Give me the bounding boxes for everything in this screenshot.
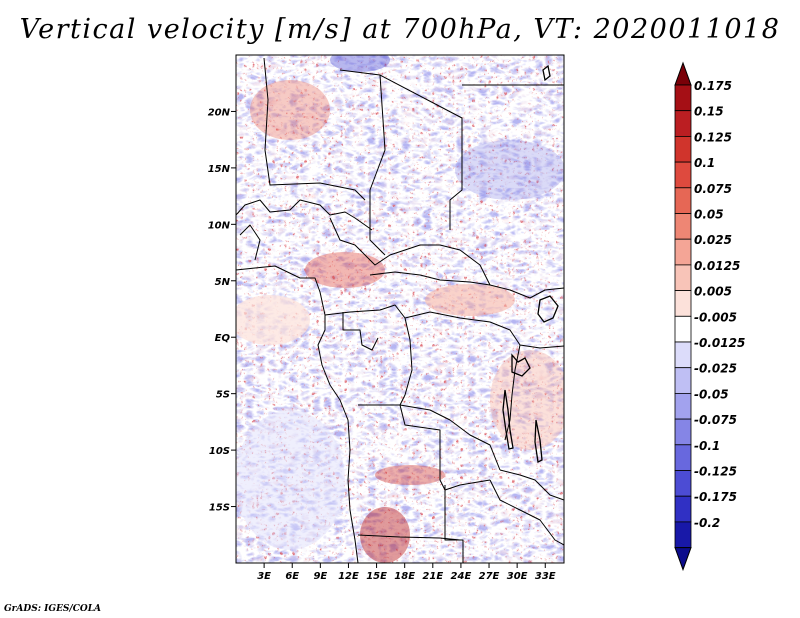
lon-tick-label: 9E [313, 571, 327, 582]
lon-tick-label: 6E [285, 571, 299, 582]
colorbar-bin [674, 84, 692, 112]
lake-victoria [537, 295, 559, 323]
border-tanzania [499, 469, 564, 501]
lat-tick-label: EQ [215, 333, 231, 344]
colorbar-bin [674, 470, 692, 497]
upward-patch [360, 507, 410, 563]
velocity-field [236, 55, 564, 563]
lon-tick-label: 15E [366, 571, 387, 582]
neutral-patch [236, 295, 310, 345]
map-title: Vertical velocity [m/s] at 700hPa, VT: 2… [19, 14, 781, 45]
colorbar-label: 0.175 [694, 79, 732, 93]
colorbar-label: 0.005 [694, 285, 732, 299]
lake-tanganyika [502, 389, 514, 450]
colorbar-label: 0.025 [694, 233, 732, 247]
colorbar-label: 0.15 [694, 105, 724, 119]
plot-frame [235, 54, 565, 564]
lat-tick-label: 5S [216, 390, 230, 401]
downward-patch [330, 55, 390, 72]
border-guinea [239, 224, 261, 261]
colorbar-bin [674, 341, 692, 369]
border-drc-south [399, 404, 501, 471]
lat-tick-label: 15S [209, 503, 230, 514]
lon-tick-label: 12E [338, 571, 359, 582]
colorbar-bottom-arrow [674, 547, 692, 572]
political-borders [236, 57, 564, 563]
colorbar-bin [674, 418, 692, 446]
coastline-west [236, 265, 359, 563]
lat-tick-label: 15N [208, 164, 231, 175]
border-namibia [357, 534, 461, 541]
colorbar-label: -0.175 [694, 490, 737, 504]
colorbar-bin [674, 213, 692, 240]
colorbar-bin [674, 110, 692, 137]
colorbar-top-arrow [674, 61, 692, 86]
upward-patch [250, 80, 330, 140]
colorbar-label: 0.075 [694, 182, 732, 196]
border-car-sudan [369, 271, 564, 299]
colorbar-bin [674, 161, 692, 189]
colorbar-label: -0.05 [694, 387, 729, 401]
colorbar-label: -0.025 [694, 362, 737, 376]
colorbar-bin [674, 135, 692, 163]
border-angola [358, 404, 491, 491]
border-sahel [263, 57, 366, 201]
lat-tick-label: 20N [208, 107, 231, 118]
colorbar-label: -0.075 [694, 413, 737, 427]
lakes [502, 64, 559, 463]
lat-tick-label: 5N [215, 277, 231, 288]
colorbar-bin [674, 264, 692, 291]
upward-patch [305, 252, 385, 288]
colorbar-label: -0.005 [694, 310, 737, 324]
colorbar-bin [674, 290, 692, 317]
colorbar-label: 0.0125 [694, 259, 740, 273]
lon-tick-label: 27E [479, 571, 500, 582]
colorbar-bin [674, 521, 692, 549]
border-rift [504, 344, 521, 441]
downward-patch [236, 410, 345, 550]
lon-tick-label: 3E [257, 571, 271, 582]
downward-patch [455, 140, 564, 200]
colorbar-bin [674, 367, 692, 394]
border-zambia [444, 485, 464, 563]
border-west-africa [236, 199, 373, 231]
lon-tick-label: 18E [394, 571, 415, 582]
border-gabon [342, 312, 379, 351]
upward-patch [425, 284, 515, 316]
colorbar-label: -0.2 [694, 516, 720, 530]
lon-tick-label: 21E [422, 571, 443, 582]
colorbar-bin [674, 187, 692, 214]
footer-credit: GrADS: IGES/COLA [4, 604, 102, 614]
border-nigeria-car [329, 217, 491, 286]
lat-tick-label: 10N [208, 220, 231, 231]
colorbar-bin [674, 444, 692, 471]
border-drc-north [404, 311, 564, 349]
latitude-axis: 20N 15N 10N 5N EQ 5S 10S 15S [208, 107, 236, 514]
colorbar-label: 0.125 [694, 130, 732, 144]
lake-malawi [534, 419, 543, 463]
border-mozambique [489, 479, 564, 546]
longitude-axis: 3E 6E 9E 12E 15E 18E 21E 24E 27E 30E 33E [257, 563, 556, 582]
colorbar-label: -0.0125 [694, 336, 745, 350]
border-niger-chad [369, 74, 386, 256]
lon-tick-label: 24E [451, 571, 472, 582]
border-libya-chad [339, 69, 463, 230]
colorbar-label: 0.05 [694, 208, 724, 222]
colorbar-label: -0.125 [694, 465, 737, 479]
colorbar-bin [674, 315, 692, 343]
lat-tick-label: 10S [209, 446, 230, 457]
colorbar: 0.175 0.15 0.125 0.1 0.075 0.05 0.025 0.0125 0.0… [674, 61, 745, 572]
colorbar-bin [674, 238, 692, 266]
upward-patch [375, 465, 445, 485]
lake-albert [511, 353, 531, 377]
nile-delta [542, 64, 551, 82]
colorbar-bin [674, 495, 692, 523]
colorbar-bin [674, 392, 692, 420]
upward-patch [490, 350, 564, 450]
colorbar-label: -0.1 [694, 439, 720, 453]
lon-tick-label: 33E [535, 571, 556, 582]
colorbar-label: 0.1 [694, 156, 715, 170]
lon-tick-label: 30E [507, 571, 528, 582]
